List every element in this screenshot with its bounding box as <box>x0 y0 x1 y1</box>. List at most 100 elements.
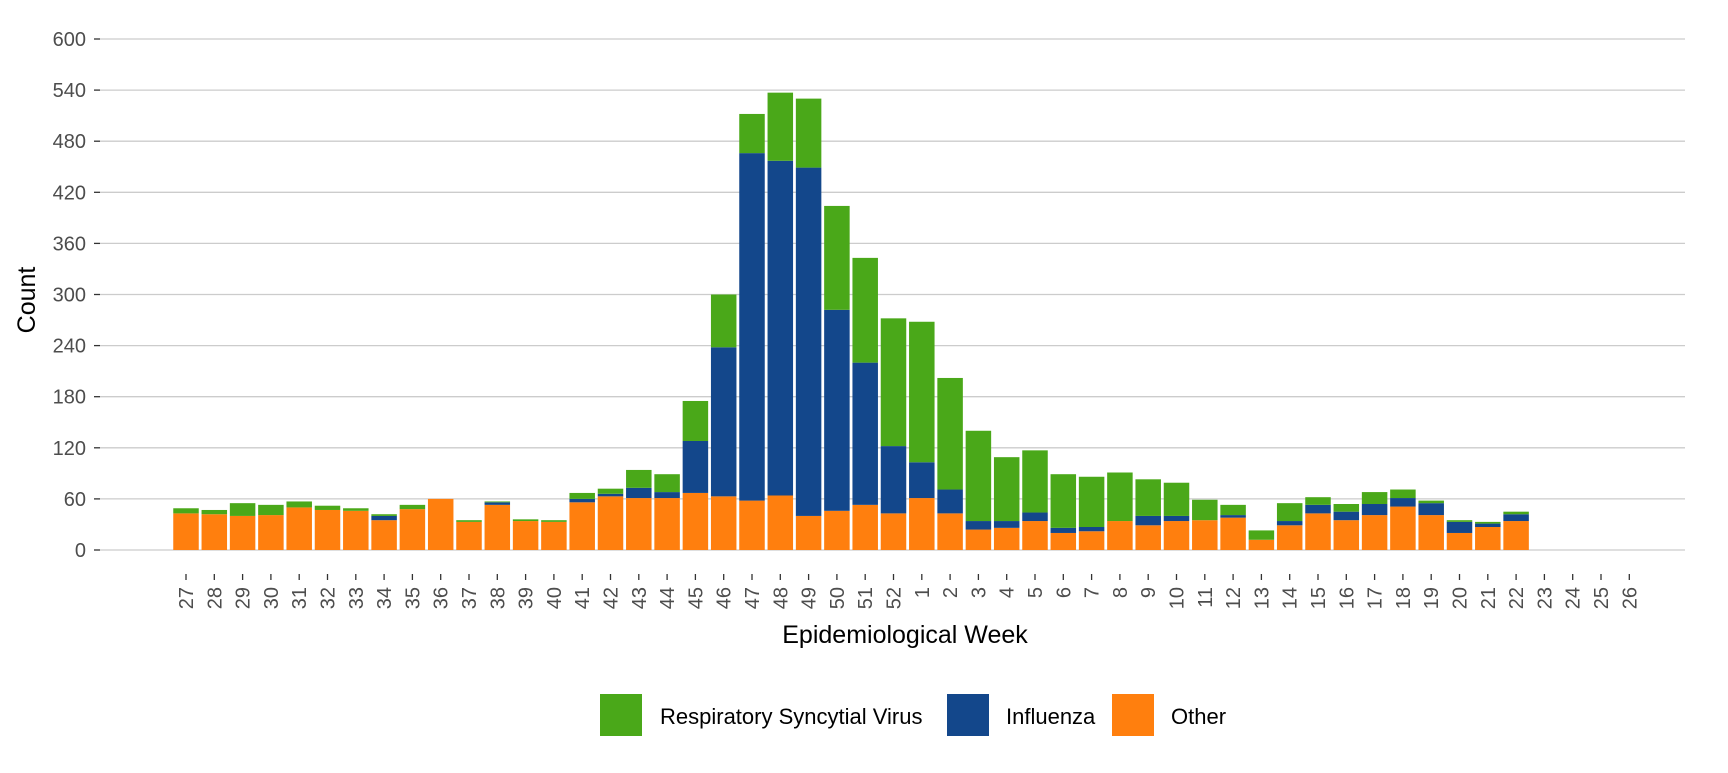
bar-other-week-12 <box>1220 517 1246 550</box>
bar-other-week-42 <box>597 496 624 550</box>
bar-other-week-45 <box>682 492 709 550</box>
bar-influenza-week-12 <box>1220 515 1246 518</box>
bar-other-week-49 <box>795 515 822 550</box>
x-tick-label: 20 <box>1450 587 1472 609</box>
bar-other-week-44 <box>654 498 680 550</box>
bar-respiratory-syncytial-virus-week-20 <box>1446 520 1473 522</box>
bar-respiratory-syncytial-virus-week-7 <box>1078 476 1105 528</box>
bar-other-week-10 <box>1163 521 1190 550</box>
x-tick-label: 32 <box>318 587 340 609</box>
bar-influenza-week-47 <box>739 153 765 501</box>
x-tick-label: 42 <box>601 587 623 609</box>
x-tick-label: 35 <box>402 587 424 609</box>
bar-respiratory-syncytial-virus-week-38 <box>484 501 511 503</box>
x-tick-label: 17 <box>1365 587 1387 609</box>
x-tick-label: 22 <box>1506 587 1528 609</box>
y-tick-label: 300 <box>53 285 86 307</box>
x-tick-label: 43 <box>629 587 651 609</box>
x-tick-label: 23 <box>1534 587 1556 609</box>
bar-influenza-week-16 <box>1333 511 1360 521</box>
x-axis-ticks: 27 28 29 30 31 32 33 34 35 36 37 38 39 40 41 42 43 44 45 46… <box>176 574 1641 609</box>
y-tick-label: 540 <box>53 80 86 102</box>
bar-influenza-week-50 <box>824 309 850 511</box>
bar-influenza-week-49 <box>795 167 822 516</box>
bar-other-week-29 <box>229 515 256 550</box>
x-tick-label: 2 <box>940 587 962 598</box>
x-tick-label: 14 <box>1280 587 1302 609</box>
bar-other-week-36 <box>427 498 454 550</box>
bar-respiratory-syncytial-virus-week-21 <box>1475 521 1501 524</box>
bar-other-week-15 <box>1305 513 1331 550</box>
x-tick-label: 51 <box>855 587 877 609</box>
bar-respiratory-syncytial-virus-week-44 <box>654 474 680 493</box>
y-tick-label: 480 <box>53 131 86 153</box>
x-tick-label: 6 <box>1053 587 1075 598</box>
legend-swatch-other <box>1112 694 1154 736</box>
y-tick-label: 60 <box>64 489 86 511</box>
x-tick-label: 52 <box>884 587 906 609</box>
x-tick-label: 24 <box>1563 587 1585 609</box>
bar-other-week-1 <box>909 498 935 550</box>
x-tick-label: 41 <box>572 587 594 609</box>
bar-respiratory-syncytial-virus-week-6 <box>1050 474 1077 528</box>
bar-influenza-week-5 <box>1022 512 1048 522</box>
bar-other-week-31 <box>286 507 312 550</box>
bar-respiratory-syncytial-virus-week-43 <box>626 469 652 488</box>
bar-influenza-week-42 <box>597 493 624 497</box>
bar-influenza-week-45 <box>682 440 709 493</box>
y-tick-label: 360 <box>53 233 86 255</box>
x-tick-label: 15 <box>1308 587 1330 609</box>
bar-other-week-22 <box>1503 521 1529 550</box>
bar-other-week-9 <box>1135 525 1161 550</box>
bar-other-week-51 <box>852 504 878 550</box>
bar-respiratory-syncytial-virus-week-30 <box>258 504 284 516</box>
bar-respiratory-syncytial-virus-week-52 <box>880 318 907 447</box>
bar-influenza-week-52 <box>880 446 907 514</box>
bar-respiratory-syncytial-virus-week-14 <box>1276 503 1303 522</box>
bar-respiratory-syncytial-virus-week-4 <box>993 457 1020 522</box>
bar-other-week-7 <box>1078 531 1105 550</box>
legend-label-influenza: Influenza <box>1006 704 1096 729</box>
bar-respiratory-syncytial-virus-week-13 <box>1248 530 1275 540</box>
x-tick-label: 50 <box>827 587 849 609</box>
bar-other-week-21 <box>1475 527 1501 550</box>
bar-influenza-week-14 <box>1276 521 1303 526</box>
bar-respiratory-syncytial-virus-week-28 <box>201 509 228 515</box>
bar-respiratory-syncytial-virus-week-42 <box>597 488 624 494</box>
bar-respiratory-syncytial-virus-week-40 <box>541 520 567 522</box>
x-tick-label: 1 <box>912 587 934 598</box>
bar-influenza-week-18 <box>1390 498 1416 507</box>
y-tick-label: 0 <box>75 540 86 562</box>
x-tick-label: 8 <box>1110 587 1132 598</box>
x-tick-label: 25 <box>1591 587 1613 609</box>
bar-respiratory-syncytial-virus-week-22 <box>1503 511 1529 515</box>
bar-influenza-week-9 <box>1135 515 1161 526</box>
legend-swatch-respiratory-syncytial-virus <box>600 694 642 736</box>
y-tick-label: 240 <box>53 336 86 358</box>
bar-other-week-46 <box>710 496 737 550</box>
bar-other-week-14 <box>1276 525 1303 550</box>
bar-other-week-39 <box>512 521 539 550</box>
x-tick-label: 48 <box>770 587 792 609</box>
y-tick-label: 180 <box>53 387 86 409</box>
legend: Respiratory Syncytial Virus Influenza Othe… <box>600 694 1226 736</box>
bar-respiratory-syncytial-virus-week-27 <box>173 508 199 514</box>
bar-respiratory-syncytial-virus-week-47 <box>739 113 765 154</box>
bar-influenza-week-44 <box>654 492 680 499</box>
x-tick-label: 7 <box>1082 587 1104 598</box>
bar-other-week-30 <box>258 515 284 550</box>
bar-other-week-4 <box>993 527 1020 550</box>
bar-influenza-week-22 <box>1503 514 1529 522</box>
bar-respiratory-syncytial-virus-week-48 <box>767 92 794 161</box>
bar-influenza-week-4 <box>993 521 1020 528</box>
bar-respiratory-syncytial-virus-week-1 <box>909 321 935 463</box>
x-tick-label: 31 <box>289 587 311 609</box>
bar-influenza-week-38 <box>484 502 511 505</box>
bar-influenza-week-17 <box>1361 504 1388 516</box>
x-tick-label: 10 <box>1167 587 1189 609</box>
x-tick-label: 27 <box>176 587 198 609</box>
bar-other-week-43 <box>626 498 652 550</box>
bar-other-week-33 <box>343 510 369 550</box>
